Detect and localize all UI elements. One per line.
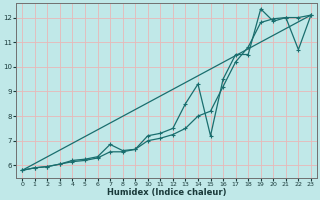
X-axis label: Humidex (Indice chaleur): Humidex (Indice chaleur) bbox=[107, 188, 226, 197]
